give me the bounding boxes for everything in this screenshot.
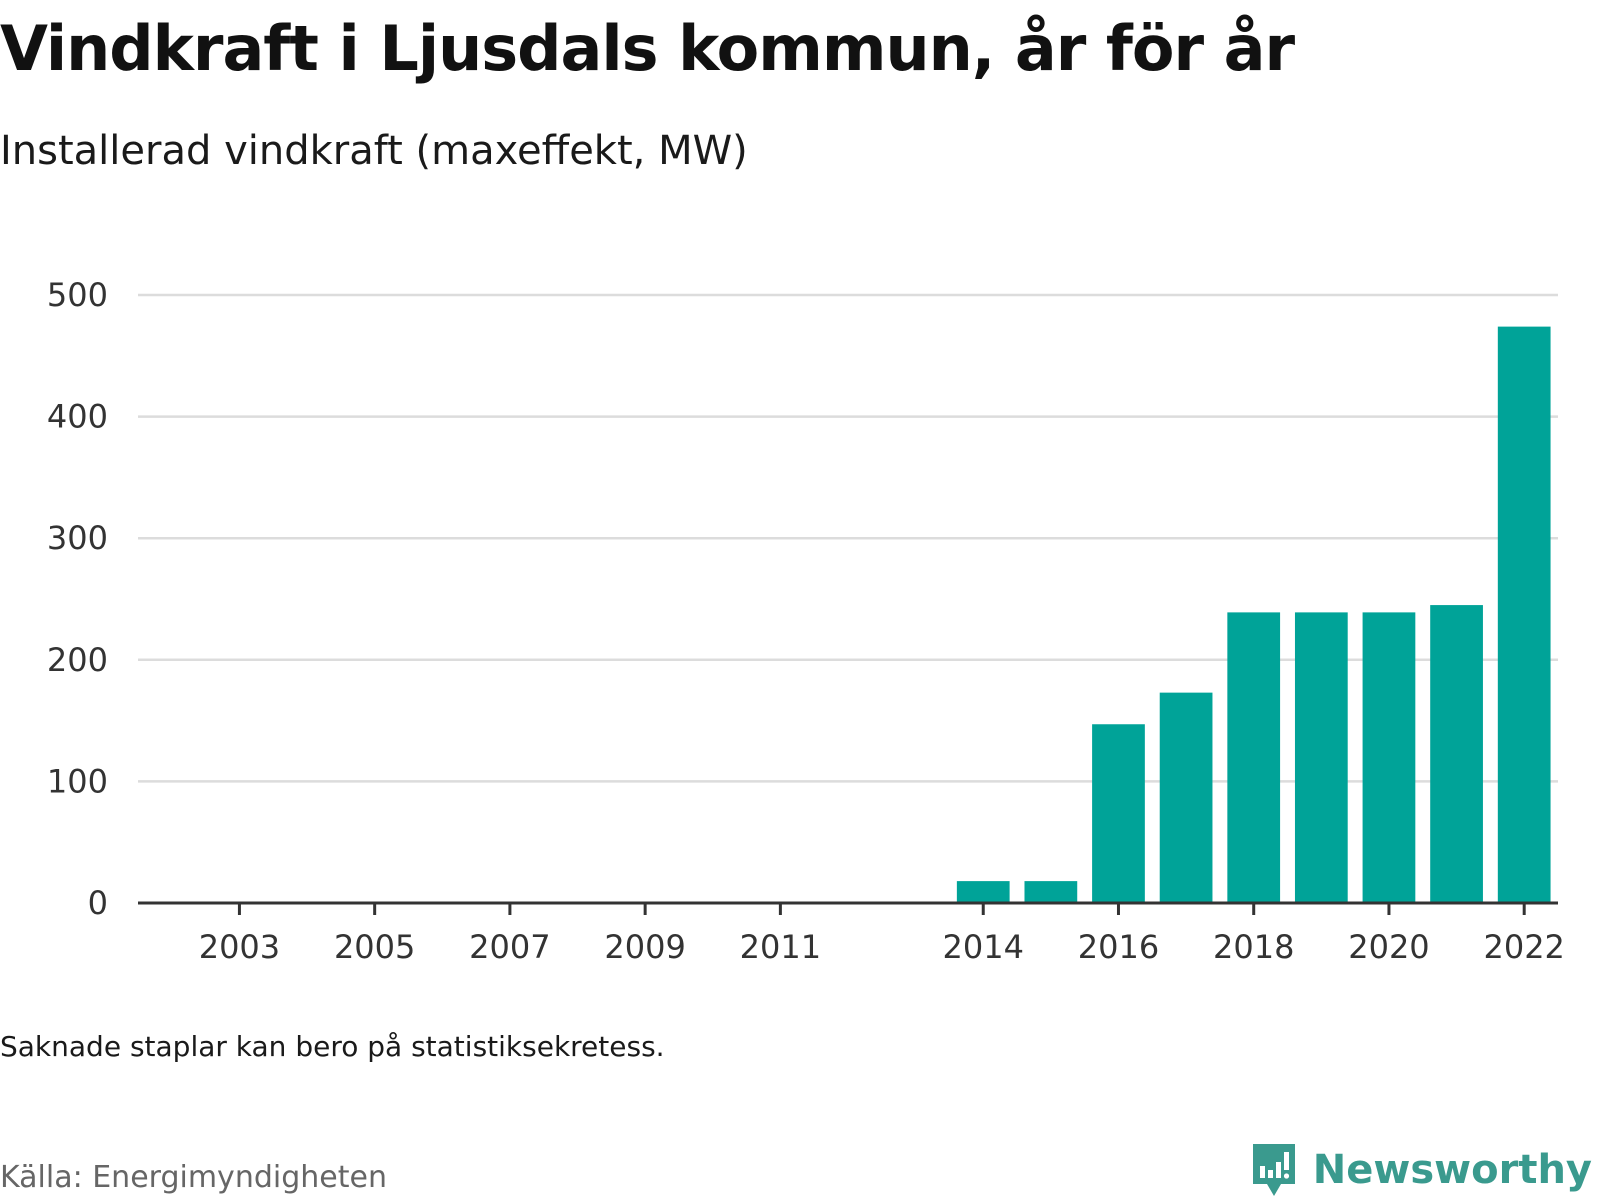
bar-chart: 0 100 200 300 400 500 2003 2005 2007 2009 2011 201… (47, 276, 1565, 966)
y-tick-label: 200 (47, 641, 108, 679)
newsworthy-logo-icon (1252, 1144, 1295, 1196)
bar (1159, 692, 1213, 903)
x-tick-label: 2007 (469, 928, 550, 966)
footnote: Saknade staplar kan bero på statistiksek… (0, 1030, 665, 1063)
bar (1497, 326, 1551, 904)
bar (1362, 612, 1416, 903)
bars (956, 326, 1551, 904)
source-credit: Källa: Energimyndigheten (0, 1160, 387, 1195)
bar (1294, 612, 1348, 903)
y-tick-label: 300 (47, 519, 108, 557)
x-tick-label: 2009 (604, 928, 685, 966)
y-axis-labels: 0 100 200 300 400 500 (47, 276, 108, 922)
bar (1430, 605, 1483, 903)
chart-subtitle: Installerad vindkraft (maxeffekt, MW) (0, 128, 748, 174)
bar (1227, 612, 1281, 903)
y-tick-label: 500 (47, 276, 108, 314)
y-tick-label: 400 (47, 398, 108, 436)
chart-title: Vindkraft i Ljusdals kommun, år för år (0, 12, 1295, 85)
y-tick-label: 0 (88, 884, 108, 922)
x-tick-label: 2022 (1483, 928, 1564, 966)
x-axis-labels: 2003 2005 2007 2009 2011 2014 2016 2018 2020 2022 (199, 928, 1565, 966)
bar (1024, 881, 1078, 903)
x-tick-label: 2018 (1213, 928, 1294, 966)
x-tick-label: 2016 (1078, 928, 1159, 966)
x-tick-label: 2011 (740, 928, 821, 966)
x-tick-label: 2003 (199, 928, 280, 966)
bar (956, 881, 1010, 903)
brand-name: Newsworthy (1312, 1147, 1592, 1193)
x-tick-label: 2005 (334, 928, 415, 966)
x-tick-label: 2020 (1348, 928, 1429, 966)
bar (1092, 724, 1145, 903)
brand-logo[interactable]: Newsworthy (1249, 1140, 1592, 1200)
x-tick-label: 2014 (943, 928, 1024, 966)
y-tick-label: 100 (47, 762, 108, 800)
x-axis (138, 901, 1558, 915)
